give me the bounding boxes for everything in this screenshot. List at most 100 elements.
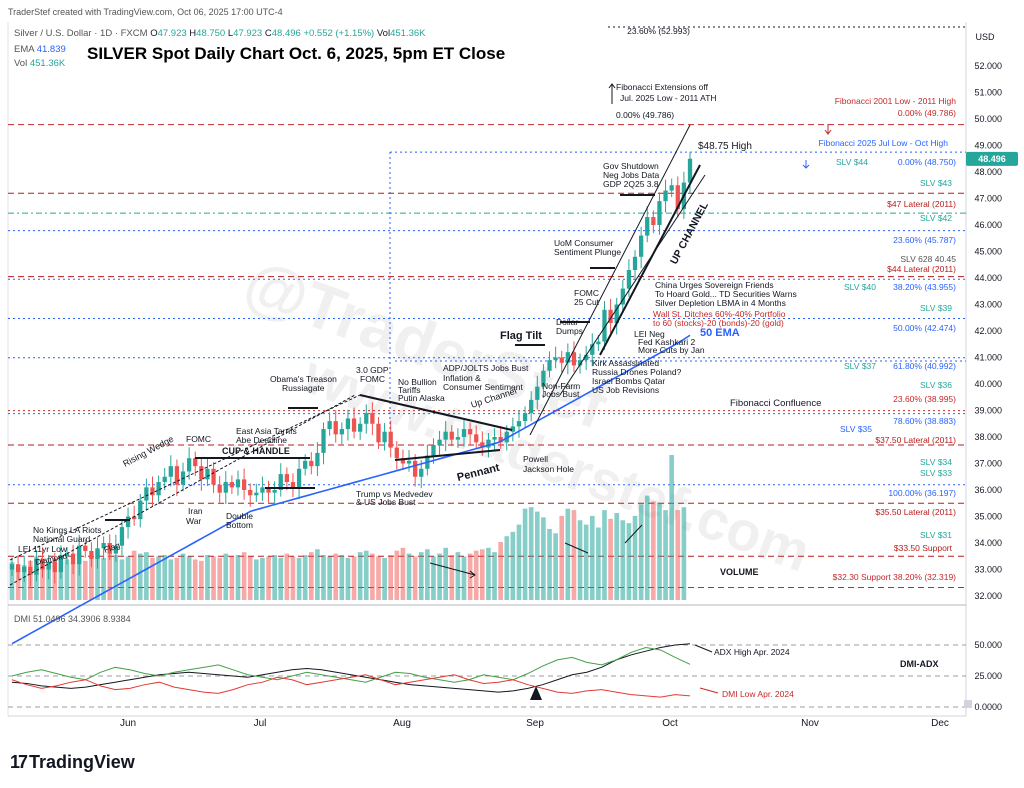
volume-bar: [64, 559, 70, 600]
candle-body: [620, 288, 625, 305]
candle-body: [333, 421, 338, 435]
candle-body: [657, 201, 662, 225]
arrow-right-icon: [429, 562, 476, 579]
chart-annotation: Consumer Sentiment: [443, 382, 523, 392]
arrow-right-icon: [564, 542, 589, 554]
last-price-tag: [966, 151, 1018, 166]
price-tick-label: 47.000: [974, 194, 1002, 204]
candle-body: [614, 304, 619, 324]
chart-annotation: To Hoard Gold... TD Securities Warns: [655, 289, 797, 299]
chart-annotation: China Urges Sovereign Friends: [655, 280, 774, 290]
volume-bar: [528, 507, 534, 600]
candle-body: [70, 553, 76, 565]
volume-bar: [382, 557, 387, 600]
price-tick-label: 41.000: [974, 353, 1002, 363]
candle-body: [217, 484, 222, 493]
volume-bar: [608, 518, 613, 600]
volume-label: VOLUME: [720, 567, 759, 577]
candle-body: [303, 460, 308, 469]
volume-bar: [217, 557, 222, 600]
level-label: 100.00% (36.197): [888, 488, 956, 498]
chart-annotation: Iran: [188, 506, 203, 516]
chart-annotation: Obama's Treason: [270, 374, 337, 384]
candle-body: [309, 460, 314, 467]
chart-annotation: East Asia Tarrifs: [236, 426, 297, 436]
volume-bar: [247, 556, 253, 600]
dmi-series-line: [11, 643, 691, 693]
chart-title: SILVER Spot Daily Chart Oct. 6, 2025, 5p…: [87, 44, 506, 63]
flag-line: [359, 394, 513, 431]
volume-bar: [651, 501, 656, 600]
candle-body: [553, 357, 558, 361]
chart-annotation: Rising Wedge: [121, 434, 175, 469]
volume-bar: [473, 550, 479, 600]
chart-annotation: Gov Shutdown: [603, 161, 659, 171]
volume-bar: [308, 552, 314, 600]
candle-body: [107, 543, 112, 554]
ema-legend[interactable]: EMA 41.839: [14, 44, 66, 55]
chart-annotation: Putin Alaska: [398, 393, 445, 403]
time-tick-label: Jun: [120, 718, 136, 729]
candle-body: [89, 550, 94, 559]
level-label: SLV $40: [844, 282, 876, 292]
chart-annotation: FOMC: [360, 374, 385, 384]
candle-body: [327, 421, 332, 430]
volume-bar: [431, 556, 436, 600]
volume-bar: [315, 549, 320, 600]
candle-body: [162, 476, 167, 483]
volume-bar: [363, 550, 369, 600]
candle-body: [235, 479, 241, 488]
candle-body: [504, 431, 509, 443]
volume-bar: [21, 565, 27, 600]
volume-bar: [534, 511, 540, 600]
volume-bar: [418, 552, 424, 600]
candle-body: [138, 500, 143, 520]
level-label: $33.50 Support: [894, 543, 953, 553]
volume-bar: [125, 556, 131, 600]
level-label: $32.30 Support 38.20% (32.319): [833, 572, 957, 582]
candle-body: [474, 434, 479, 443]
volume-bar: [589, 515, 595, 600]
up-channel-line: [529, 124, 691, 436]
candle-body: [547, 360, 552, 371]
level-label: 23.60% (45.787): [893, 235, 956, 245]
candle-body: [321, 429, 326, 453]
volume-bar: [632, 515, 638, 600]
candle-body: [406, 460, 412, 464]
volume-bar: [596, 527, 601, 600]
candle-body: [241, 479, 247, 490]
volume-bar: [644, 495, 650, 600]
chart-annotation: LEI Neg: [634, 329, 665, 339]
up-channel-line: [559, 174, 706, 396]
volume-bar: [571, 510, 577, 600]
price-tick-label: 35.000: [974, 512, 1002, 522]
volume-bar: [272, 555, 277, 600]
price-tick-label: 33.000: [974, 565, 1002, 575]
scroll-handle: [964, 700, 972, 708]
price-tick-label: 40.000: [974, 379, 1002, 389]
price-tick-label: 42.000: [974, 326, 1002, 336]
chart-annotation: 0.00% (49.786): [616, 110, 674, 120]
volume-bar: [339, 555, 345, 600]
candle-body: [345, 418, 351, 430]
candle-body: [529, 399, 534, 414]
candle-body: [651, 217, 656, 225]
tradingview-logo[interactable]: 17 TradingView: [10, 752, 135, 772]
volume-bar: [101, 557, 106, 600]
chart-annotation: UoM Consumer: [554, 238, 614, 248]
candle-body: [113, 545, 118, 554]
volume-bar: [602, 510, 607, 600]
level-label: Fibonacci 2001 Low - 2011 High: [835, 96, 957, 106]
vol-legend[interactable]: Vol 451.36K: [14, 58, 66, 69]
chart-annotation: Fibonacci Confluence: [730, 398, 821, 409]
candle-body: [486, 439, 491, 448]
candle-body: [638, 235, 644, 257]
symbol-name[interactable]: Silver / U.S. Dollar · 1D · FXCM: [14, 28, 148, 39]
chart-annotation: Jackson Hole: [523, 464, 574, 474]
level-label: SLV $31: [920, 530, 952, 540]
volume-bar: [412, 556, 418, 600]
candle-body: [498, 437, 503, 443]
candle-body: [431, 444, 436, 456]
candle-body: [388, 431, 393, 448]
